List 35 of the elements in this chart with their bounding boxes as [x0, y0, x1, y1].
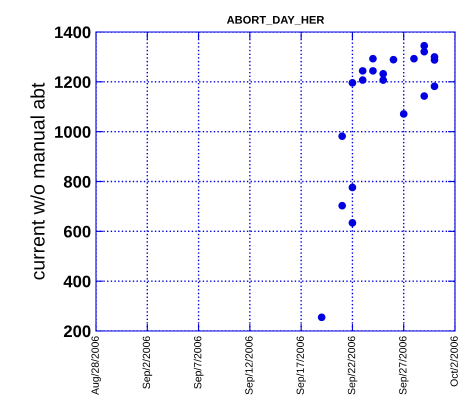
x-tick-label: Oct/2/2006	[450, 336, 458, 386]
point	[369, 54, 377, 62]
point	[358, 76, 366, 84]
point	[379, 76, 388, 84]
point	[369, 67, 377, 75]
x-tick-label: Sep/27/2006	[398, 336, 409, 394]
point	[318, 313, 326, 322]
point	[390, 56, 398, 64]
y-tick-label: 600	[64, 226, 90, 238]
y-tick-label: 1400	[55, 26, 90, 38]
x-tick-label: Sep/22/2006	[348, 336, 358, 394]
x-tick-label: Sep/2/2006	[142, 336, 152, 389]
point	[410, 54, 418, 62]
y-tick-label: 1000	[55, 126, 90, 138]
y-axis-title: current w/o manual abt	[30, 82, 45, 280]
x-tick-label: Sep/17/2006	[296, 336, 306, 394]
point	[348, 219, 356, 227]
point	[400, 110, 408, 118]
point	[338, 202, 346, 210]
x-tick-label: Aug/28/2006	[91, 336, 101, 395]
chart-title: ABORT_DAY_HER	[226, 16, 324, 26]
y-tick-label: 200	[64, 325, 90, 338]
x-tick-label: Sep/12/2006	[245, 336, 255, 394]
point	[420, 48, 428, 56]
point	[420, 92, 428, 100]
point	[338, 132, 346, 140]
point	[379, 70, 388, 78]
point	[348, 79, 356, 87]
y-tick-label: 1200	[55, 76, 90, 88]
point	[358, 67, 366, 75]
point	[348, 184, 356, 192]
y-tick-label: 800	[64, 176, 90, 188]
y-tick-label: 400	[64, 276, 90, 288]
x-tick-label: Sep/7/2006	[194, 336, 204, 389]
point	[430, 82, 438, 90]
